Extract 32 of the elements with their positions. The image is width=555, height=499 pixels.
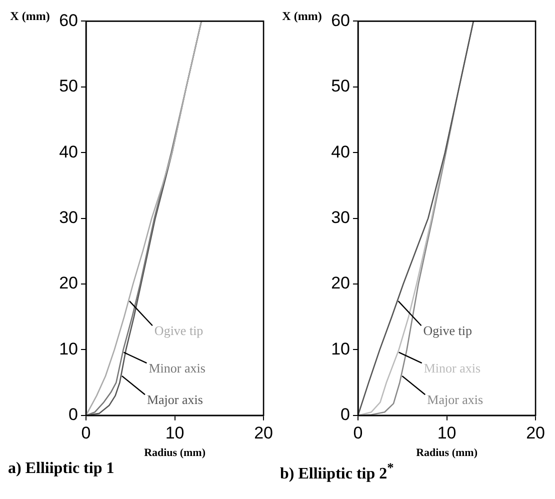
text: Minor axis <box>424 360 481 376</box>
y-tick-label: 10 <box>331 339 350 358</box>
y-tick-label: 0 <box>68 405 78 424</box>
x-tick-label: 10 <box>437 423 456 442</box>
y-axis-title: X (mm) <box>281 8 323 24</box>
text: Ogive tip <box>154 323 204 338</box>
x-tick-label: 20 <box>254 423 274 442</box>
text: a) Elliiptic tip 1 <box>8 460 116 478</box>
x-axis-title: Radius (mm) <box>416 447 478 460</box>
text: b) Elliiptic tip 2$^{*}$ <box>280 460 395 484</box>
x-axis-title: Radius (mm) <box>144 447 206 460</box>
y-tick-label: 10 <box>59 339 78 358</box>
x-tick-label: 10 <box>165 423 184 442</box>
text: Major axis <box>146 392 203 408</box>
y-tick-label: 60 <box>331 10 350 30</box>
y-tick-label: 50 <box>331 76 350 96</box>
y-tick-label: 20 <box>331 274 350 293</box>
y-tick-label: 40 <box>331 142 350 162</box>
text: Minor axis <box>148 360 206 376</box>
y-tick-label: 50 <box>59 76 78 96</box>
y-tick-label: 30 <box>59 208 78 227</box>
text: Ogive tip <box>423 323 472 338</box>
y-tick-label: 30 <box>331 208 350 227</box>
y-tick-label: 0 <box>340 405 350 424</box>
text: Major axis <box>427 392 484 408</box>
x-tick-label: 20 <box>526 423 546 442</box>
y-axis-title: X (mm) <box>9 8 51 24</box>
x-tick-label: 0 <box>81 423 91 442</box>
y-tick-label: 40 <box>59 142 78 162</box>
y-tick-label: 60 <box>59 10 78 30</box>
y-tick-label: 20 <box>59 274 78 293</box>
x-tick-label: 0 <box>353 423 363 442</box>
